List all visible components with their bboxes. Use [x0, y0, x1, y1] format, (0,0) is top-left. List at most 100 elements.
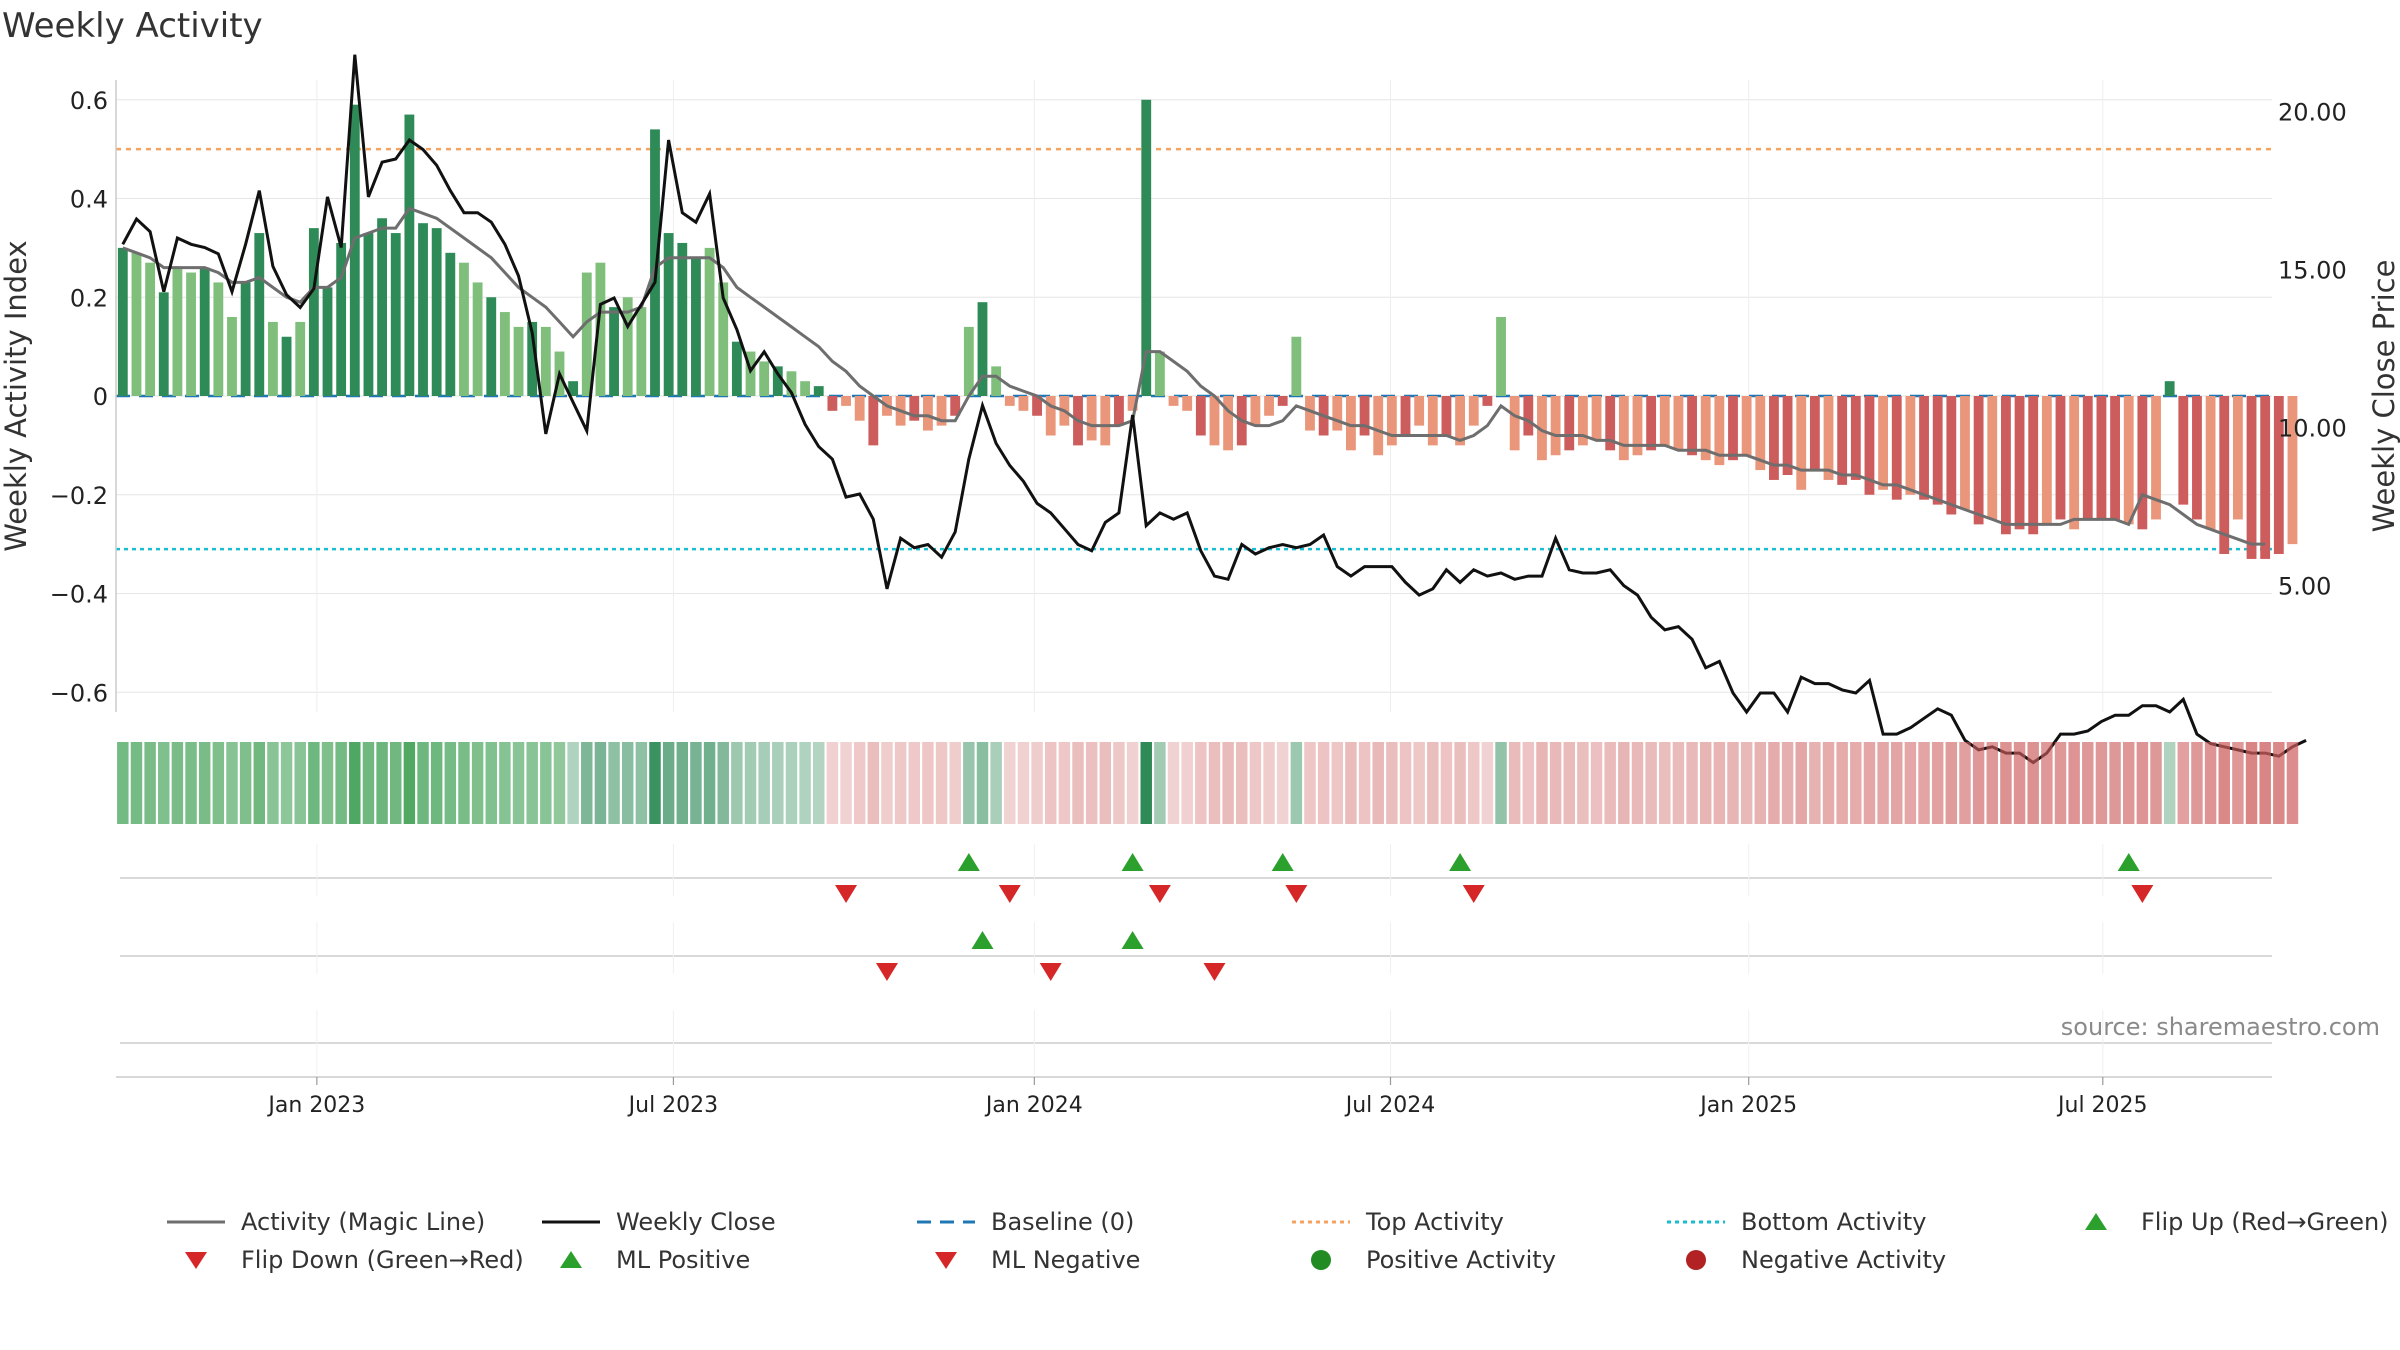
strip-cell: [1563, 742, 1575, 824]
strip-cell: [2109, 742, 2121, 824]
legend-swatch: [1292, 1220, 1350, 1224]
activity-bar: [1004, 396, 1015, 406]
strip-cell: [908, 742, 920, 824]
strip-cell: [2095, 742, 2108, 824]
strip-cell: [1004, 742, 1016, 824]
magic-line-series: [122, 206, 2266, 546]
activity-bar: [922, 396, 933, 431]
strip-cell: [1891, 742, 1903, 824]
strip-cell: [130, 742, 143, 824]
strip-cell: [2082, 742, 2094, 824]
activity-bar: [963, 326, 974, 396]
activity-bar: [950, 396, 961, 416]
strip-cell: [1959, 742, 1971, 824]
strip-cell: [717, 742, 729, 824]
activity-bar: [622, 297, 633, 396]
strip-cell: [144, 742, 156, 824]
legend-swatch: [917, 1220, 975, 1224]
activity-bar: [2232, 396, 2243, 520]
x-tick-label: Jul 2023: [627, 1093, 719, 1118]
strip-cell: [1358, 742, 1371, 824]
strip-cell: [335, 742, 347, 824]
activity-bar: [1182, 396, 1193, 411]
activity-bar: [1209, 396, 1220, 446]
activity-bar: [1332, 396, 1343, 431]
strip-cell: [1754, 742, 1767, 824]
strip-cell: [785, 742, 798, 824]
activity-bar: [240, 282, 251, 396]
y2-tick-label: 20.00: [2278, 99, 2347, 127]
activity-bar: [1646, 396, 1657, 451]
activity-bar: [2246, 396, 2257, 559]
strip-cell: [171, 742, 184, 824]
activity-bar: [595, 262, 606, 396]
strip-cell: [1740, 742, 1753, 824]
activity-bar: [718, 282, 729, 396]
strip-cell: [1427, 742, 1439, 824]
x-tick-label: Jan 2025: [1698, 1093, 1797, 1118]
down-marker: [1285, 885, 1308, 903]
activity-bar: [486, 297, 497, 396]
legend-swatch: [542, 1220, 600, 1224]
chart-legend: Activity (Magic Line) Weekly Close Baselin…: [160, 1205, 2400, 1285]
strip-cell: [499, 742, 511, 824]
activity-bar: [1250, 396, 1261, 426]
strip-cell: [512, 742, 525, 824]
strip-cell: [321, 742, 334, 824]
strip-cell: [2232, 742, 2244, 824]
strip-cell: [1604, 742, 1616, 824]
activity-bar: [1168, 396, 1179, 406]
strip-cell: [2136, 742, 2149, 824]
strip-cell: [826, 742, 839, 824]
activity-bar: [349, 104, 360, 396]
activity-bar: [1373, 396, 1384, 456]
activity-bar: [1277, 396, 1288, 406]
activity-bar: [1455, 396, 1466, 446]
activity-bar: [691, 257, 701, 396]
strip-cell: [526, 742, 538, 824]
activity-bar: [977, 302, 988, 396]
strip-cell: [1904, 742, 1917, 824]
activity-bar: [390, 233, 401, 396]
strip-cell: [2068, 742, 2080, 824]
down-marker: [2131, 885, 2154, 903]
activity-bar: [1741, 396, 1752, 456]
strip-cell: [1386, 742, 1398, 824]
y-tick-label: 0.6: [70, 87, 108, 115]
activity-bar: [1987, 396, 1998, 520]
activity-bar: [991, 366, 1002, 396]
strip-cell: [1181, 742, 1193, 824]
strip-cell: [1877, 742, 1889, 824]
activity-bar: [2055, 396, 2066, 520]
legend-item: Flip Down (Green→Red): [165, 1243, 524, 1277]
x-tick-label: Jan 2023: [266, 1093, 365, 1118]
legend-label: Positive Activity: [1366, 1246, 1556, 1274]
strip-cell: [2177, 742, 2190, 824]
strip-cell: [1972, 742, 1985, 824]
y2-tick-label: 10.00: [2278, 415, 2347, 443]
activity-bar: [2069, 396, 2080, 530]
activity-bar: [1809, 396, 1820, 471]
activity-bar: [418, 223, 428, 396]
strip-cell: [1495, 742, 1507, 824]
strip-cell: [567, 742, 579, 824]
strip-cell: [1399, 742, 1412, 824]
strip-cell: [1645, 742, 1657, 824]
activity-bar: [1714, 396, 1725, 466]
activity-bar: [568, 381, 579, 396]
y-tick-label: −0.2: [50, 482, 108, 510]
strip-cell: [226, 742, 238, 824]
y2-tick-label: 5.00: [2278, 573, 2331, 601]
strip-cell: [1618, 742, 1630, 824]
up-marker: [1449, 853, 1472, 871]
strip-cell: [1481, 742, 1494, 824]
activity-bar: [1878, 396, 1889, 490]
strip-cell: [581, 742, 593, 824]
legend-label: Negative Activity: [1741, 1246, 1947, 1274]
activity-bar: [527, 321, 538, 396]
strip-cell: [1208, 742, 1221, 824]
activity-bar: [1946, 396, 1957, 515]
activity-bar: [786, 371, 797, 396]
strip-cell: [894, 742, 907, 824]
strip-cell: [1822, 742, 1835, 824]
